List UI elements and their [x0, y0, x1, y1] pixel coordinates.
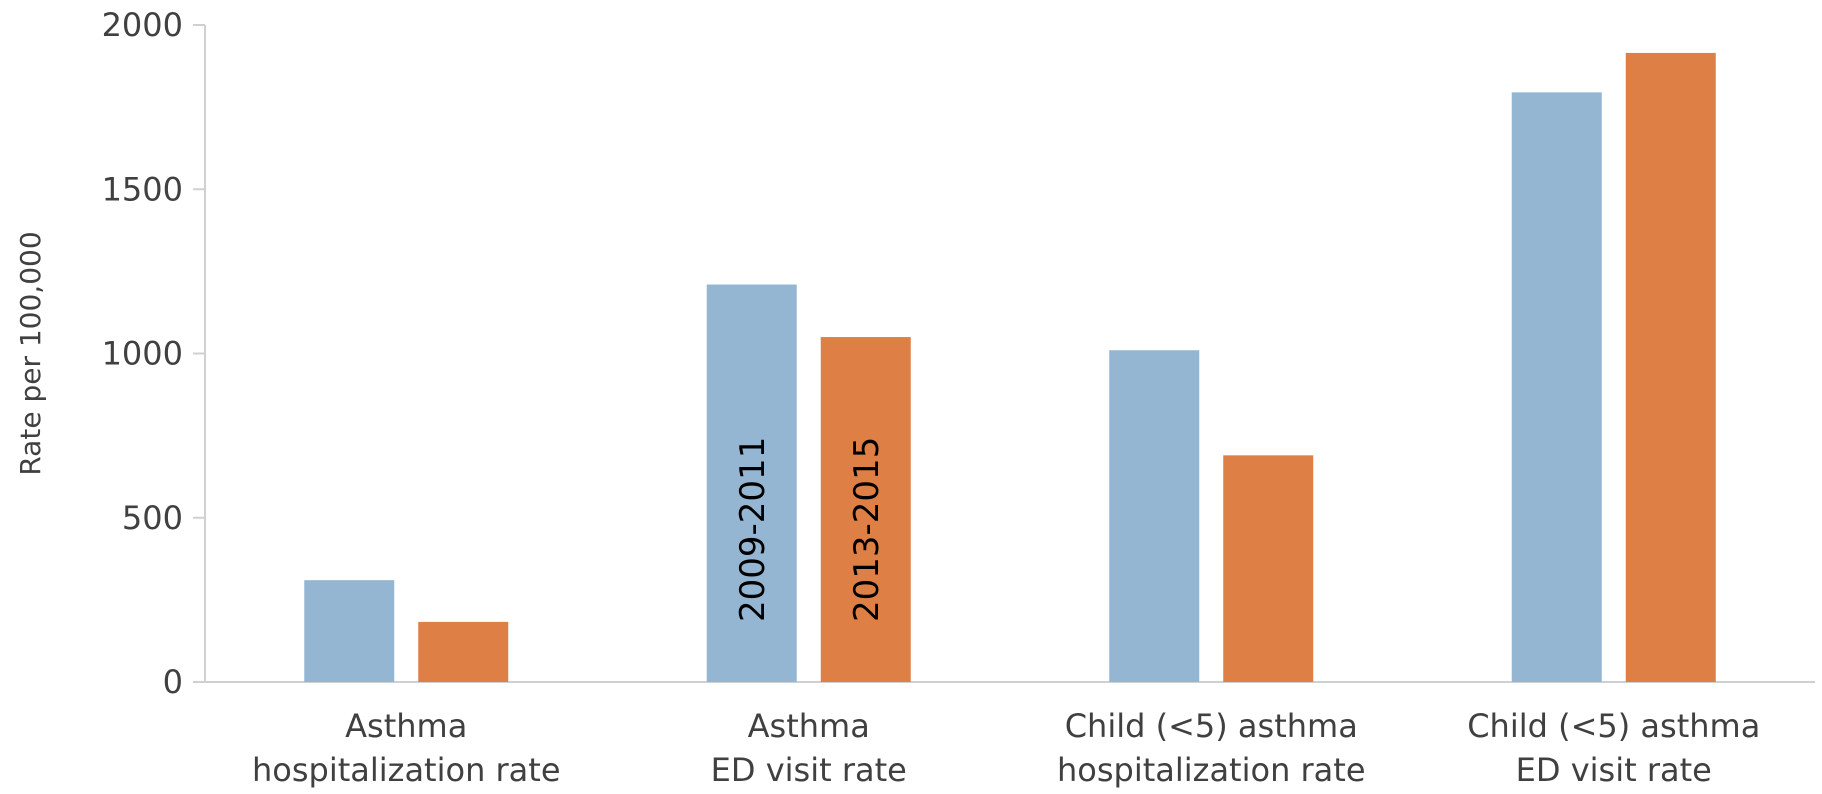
- category-labels: Asthma hospitalization rate Asthma ED visit…: [252, 707, 1760, 789]
- y-tick-label: 1500: [102, 170, 183, 208]
- series-label-2009-2011: 2009-2011: [733, 437, 773, 622]
- y-axis-title: Rate per 100,000: [14, 231, 47, 475]
- y-axis: 0 500 1000 1500 2000: [102, 6, 206, 701]
- bar-2009-2011-2: [1109, 350, 1200, 682]
- bar-2013-2015-1: [820, 337, 911, 682]
- y-tick-label: 0: [163, 663, 183, 701]
- bar-2009-2011-3: [1511, 92, 1602, 682]
- series-label-2013-2015: 2013-2015: [847, 437, 887, 622]
- category-label: Asthma hospitalization rate: [252, 707, 561, 789]
- y-tick-label: 500: [122, 499, 183, 537]
- bar-2013-2015-3: [1625, 52, 1716, 683]
- bar-2009-2011-0: [304, 580, 395, 682]
- bar-2013-2015-2: [1223, 455, 1314, 682]
- bar-labels: 2009-2011 2013-2015: [733, 437, 887, 622]
- bar-2009-2011-1: [706, 284, 797, 682]
- category-label: Asthma ED visit rate: [711, 707, 907, 789]
- y-tick-label: 1000: [102, 335, 183, 373]
- y-tick-label: 2000: [102, 6, 183, 44]
- category-label: Child (<5) asthma hospitalization rate: [1057, 707, 1366, 789]
- bar-2013-2015-0: [418, 621, 509, 682]
- bars: [304, 52, 1716, 683]
- category-label: Child (<5) asthma ED visit rate: [1467, 707, 1760, 789]
